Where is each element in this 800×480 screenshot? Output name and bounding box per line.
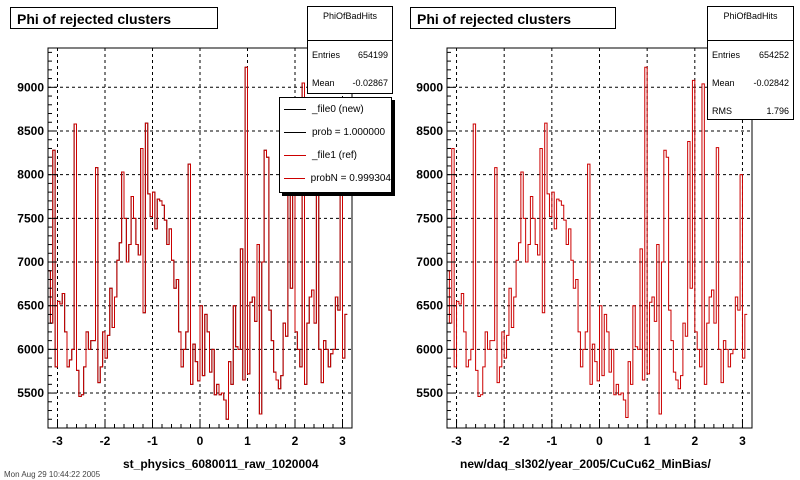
left-stats-name: PhiOfBadHits [308, 7, 392, 41]
right-y-tick-label: 8000 [416, 168, 443, 182]
right-x-tick-label: -3 [451, 434, 462, 448]
left-y-tick-label: 7500 [17, 211, 44, 225]
left-x-tick-label: 2 [292, 434, 299, 448]
legend-line-icon [284, 155, 306, 156]
right-x-tick-label: 0 [596, 434, 603, 448]
right-series [447, 66, 748, 419]
right-histogram: -3 -2 -1 0 1 2 3 5500 6000 6500 7000 7500 8000 8500 90… [416, 47, 753, 448]
legend-entry-file1: _file1 (ref) [280, 144, 391, 167]
left-x-tick-label: 1 [244, 434, 251, 448]
right-y-tick-label: 5500 [416, 386, 443, 400]
left-y-tick-label: 6000 [17, 342, 44, 356]
legend-line-icon [284, 132, 306, 133]
left-stats-row-entries: Entries 654199 [312, 50, 388, 60]
legend-line-icon [284, 109, 306, 110]
right-canvas: -3 -2 -1 0 1 2 3 5500 6000 6500 7000 7500 8000 8500 90… [400, 0, 798, 480]
left-x-tick-label: -3 [52, 434, 63, 448]
right-stats-box: PhiOfBadHits Entries 654252 Mean -0.02842 … [707, 6, 794, 120]
right-plot-title: Phi of rejected clusters [410, 7, 616, 29]
right-stats-name: PhiOfBadHits [708, 7, 793, 41]
left-y-tick-label: 7000 [17, 255, 44, 269]
right-y-tick-label: 6500 [416, 299, 443, 313]
timestamp-footer: Mon Aug 29 10:44:22 2005 [4, 470, 101, 479]
right-y-tick-label: 7000 [416, 255, 443, 269]
legend-entry-file0: _file0 (new) [280, 98, 391, 121]
left-y-tick-label: 5500 [17, 386, 44, 400]
left-series-ref [48, 66, 348, 420]
left-y-tick-label: 8500 [17, 124, 44, 138]
left-stats-box: PhiOfBadHits Entries 654199 Mean -0.0286… [307, 6, 393, 94]
right-stats-row-rms: RMS 1.796 [712, 106, 789, 116]
left-y-tick-label: 8000 [17, 168, 44, 182]
right-x-tick-label: 3 [739, 434, 746, 448]
right-y-tick-label: 9000 [416, 80, 443, 94]
right-x-tick-label: 1 [644, 434, 651, 448]
right-x-tick-label: 2 [691, 434, 698, 448]
right-y-tick-label: 8500 [416, 124, 443, 138]
legend-line-icon [284, 178, 305, 179]
left-histogram: -3 -2 -1 0 1 2 3 5500 6000 6500 7000 7500 8000 8500 90… [17, 47, 353, 448]
left-x-tick-label: -1 [147, 434, 158, 448]
left-y-tick-label: 6500 [17, 299, 44, 313]
legend-entry-prob: prob = 1.000000 [280, 121, 391, 144]
left-x-tick-label: 0 [197, 434, 204, 448]
right-stats-row-entries: Entries 654252 [712, 50, 789, 60]
left-stats-row-mean: Mean -0.02867 [312, 78, 388, 88]
comparison-legend: _file0 (new) prob = 1.000000 _file1 (ref… [279, 97, 392, 193]
left-x-tick-label: 3 [339, 434, 346, 448]
right-stats-row-mean: Mean -0.02842 [712, 78, 789, 88]
right-x-tick-label: -1 [547, 434, 558, 448]
left-canvas: -3 -2 -1 0 1 2 3 5500 6000 6500 7000 7500 8000 8500 90… [0, 0, 398, 480]
left-x-tick-label: -2 [100, 434, 111, 448]
right-x-axis-title: new/daq_sl302/year_2005/CuCu62_MinBias/ [460, 457, 711, 471]
right-y-tick-label: 7500 [416, 211, 443, 225]
legend-entry-probn: probN = 0.999304 [280, 167, 391, 190]
left-y-tick-label: 9000 [17, 80, 44, 94]
right-x-tick-label: -2 [499, 434, 510, 448]
left-x-axis-title: st_physics_6080011_raw_1020004 [123, 457, 319, 471]
right-y-tick-label: 6000 [416, 342, 443, 356]
left-plot-title: Phi of rejected clusters [10, 7, 218, 29]
